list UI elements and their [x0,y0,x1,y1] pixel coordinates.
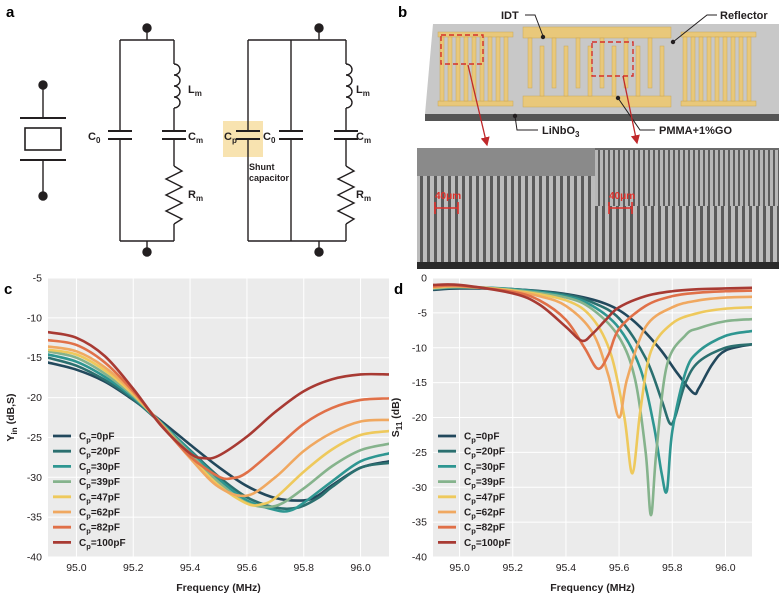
modified-bvd-circuit [236,23,358,257]
x-tick-label: 95.8 [662,562,683,574]
legend-label: Cp=0pF [79,432,114,445]
x-tick-label: 95.2 [123,562,144,574]
cm-label: Cm [188,131,203,145]
y-tick-label: -15 [412,377,427,389]
x-tick-label: 95.0 [66,562,87,574]
x-axis-label: Frequency (MHz) [176,582,261,594]
rm-label: Rm [188,189,203,203]
cp-label: Cp [224,131,237,145]
series-line [48,338,389,481]
y-tick-label: -25 [412,447,427,459]
series-line [48,345,389,498]
y-tick-label: -5 [418,307,427,319]
y-tick-label: -35 [412,517,427,529]
bvd-circuit [108,23,186,257]
x-axis-label: Frequency (MHz) [550,582,635,594]
legend-label: Cp=20pF [79,447,120,460]
legend-label: Cp=62pF [79,508,120,521]
crystal-resonator-symbol [20,80,66,201]
y-tick-label: -20 [412,412,427,424]
rm-label-2: Rm [356,189,371,203]
panel-b-letter: b [398,4,407,21]
scale-bar-label-left: 40μm [435,191,461,202]
panel-a-letter: a [6,4,15,21]
series-line [48,353,389,513]
legend-label: Cp=0pF [464,432,499,445]
pmma-label: PMMA+1%GO [659,125,732,137]
reflector-label: Reflector [720,10,768,22]
c0-label: C0 [88,131,101,145]
x-tick-label: 95.6 [609,562,630,574]
x-tick-label: 95.6 [237,562,258,574]
y-tick-label: 0 [421,273,427,285]
x-tick-label: 95.4 [556,562,577,574]
plot-area [48,278,389,557]
series-line [433,283,752,343]
x-tick-label: 96.0 [715,562,736,574]
series-line [48,350,389,509]
x-tick-label: 95.8 [294,562,315,574]
x-tick-label: 96.0 [350,562,371,574]
y-tick-label: -20 [27,392,42,404]
y-tick-label: -15 [27,352,42,364]
shunt-capacitor-label: Shunt capacitor [249,162,290,183]
panel-d-letter: d [394,281,403,298]
series-line [48,348,389,507]
y-tick-label: -35 [27,512,42,524]
panel-b-device: b [398,4,779,269]
y-tick-label: -30 [27,472,42,484]
legend-label: Cp=30pF [464,462,505,475]
c0-label-2: C0 [263,131,276,145]
legend-label: Cp=20pF [464,447,505,460]
series-line [433,284,752,370]
panel-a-circuits: a [6,4,371,257]
panel-c-chart: c -5 -10 -15 -20 -25 -30 -35 -40 95.0 95.2 95.4 95.… [4,273,389,594]
zoom-region-left [440,34,484,65]
scale-bar-label-right: 40μm [609,191,635,202]
y-tick-label: -10 [412,342,427,354]
legend-label: Cp=62pF [464,508,505,521]
y-tick-label: -5 [33,273,42,285]
cm-label-2: Cm [356,131,371,145]
sem-image-left [417,148,595,269]
y-tick-label: -40 [27,552,42,564]
series-line [433,285,752,517]
y-tick-label: -40 [412,552,427,564]
y-axis-label: S11 (dB) [390,398,404,437]
lm-label: Lm [188,84,202,98]
idt-label: IDT [501,10,519,22]
saw-chip [425,24,779,121]
y-axis-label: Yin (dB,S) [5,394,19,442]
legend-label: Cp=100pF [464,538,511,551]
x-tick-label: 95.0 [449,562,470,574]
lm-label-2: Lm [356,84,370,98]
y-tick-label: -30 [412,482,427,494]
legend-label: Cp=82pF [79,523,120,536]
y-tick-label: -10 [27,312,42,324]
linbo3-label: LiNbO3 [542,125,580,139]
zoom-region-right [591,41,634,77]
series-line [48,330,389,460]
y-tick-label: -25 [27,432,42,444]
legend-label: Cp=47pF [464,492,505,505]
x-tick-label: 95.4 [180,562,201,574]
legend-label: Cp=82pF [464,523,505,536]
legend-label: Cp=39pF [79,477,120,490]
legend-label: Cp=47pF [79,492,120,505]
x-tick-label: 95.2 [503,562,524,574]
panel-d-chart: d 0 -5 -10 -15 -20 -25 -30 -35 -40 95.0 95.2 95.4 95… [390,273,752,594]
panel-c-letter: c [4,281,12,298]
legend-label: Cp=100pF [79,538,126,551]
legend-label: Cp=39pF [464,477,505,490]
series-line [48,356,389,511]
legend-label: Cp=30pF [79,462,120,475]
